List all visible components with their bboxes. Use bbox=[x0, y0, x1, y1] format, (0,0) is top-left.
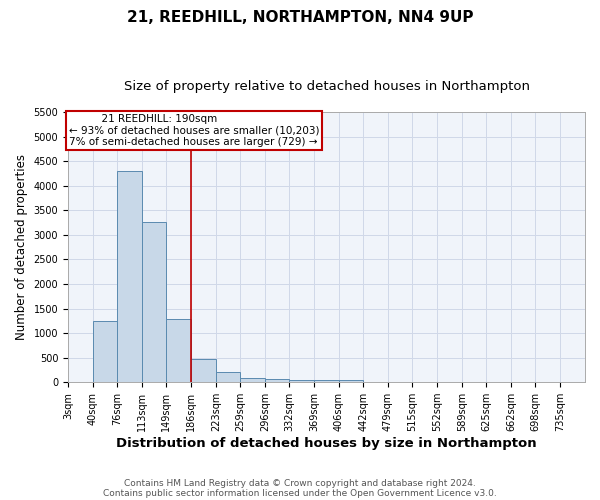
X-axis label: Distribution of detached houses by size in Northampton: Distribution of detached houses by size … bbox=[116, 437, 537, 450]
Bar bbox=[93, 321, 117, 382]
Bar bbox=[216, 372, 240, 382]
Bar bbox=[142, 222, 166, 382]
Bar bbox=[166, 320, 191, 382]
Text: 21, REEDHILL, NORTHAMPTON, NN4 9UP: 21, REEDHILL, NORTHAMPTON, NN4 9UP bbox=[127, 10, 473, 25]
Bar bbox=[314, 380, 339, 382]
Bar bbox=[191, 358, 216, 382]
Text: 21 REEDHILL: 190sqm
← 93% of detached houses are smaller (10,203)
7% of semi-det: 21 REEDHILL: 190sqm ← 93% of detached ho… bbox=[69, 114, 319, 147]
Bar bbox=[240, 378, 265, 382]
Text: Contains HM Land Registry data © Crown copyright and database right 2024.: Contains HM Land Registry data © Crown c… bbox=[124, 478, 476, 488]
Bar bbox=[265, 380, 289, 382]
Title: Size of property relative to detached houses in Northampton: Size of property relative to detached ho… bbox=[124, 80, 530, 93]
Bar bbox=[339, 380, 363, 382]
Y-axis label: Number of detached properties: Number of detached properties bbox=[15, 154, 28, 340]
Text: Contains public sector information licensed under the Open Government Licence v3: Contains public sector information licen… bbox=[103, 488, 497, 498]
Bar bbox=[117, 171, 142, 382]
Bar bbox=[289, 380, 314, 382]
